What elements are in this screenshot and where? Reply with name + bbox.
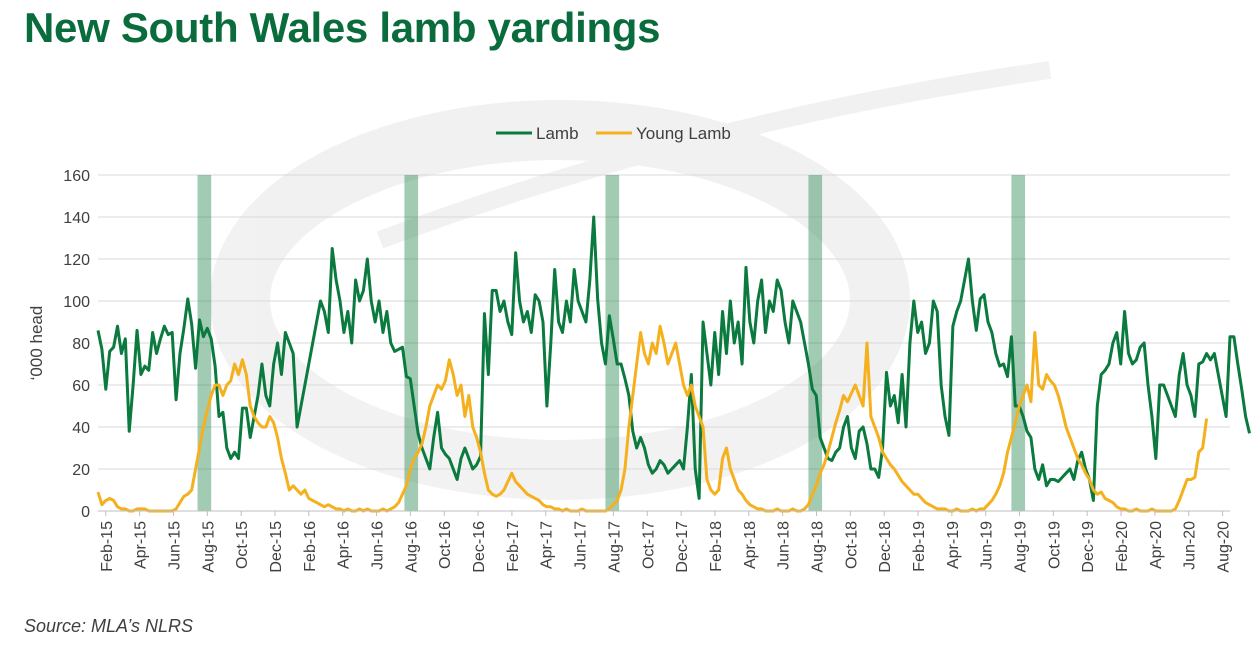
x-tick-label: Feb-15 [99,521,116,572]
x-tick-label: Oct-16 [437,521,454,569]
x-tick-label: Oct-15 [234,521,251,569]
legend-label: Lamb [536,124,579,143]
watermark-logo [210,61,1052,500]
x-tick-label: Apr-17 [539,521,556,569]
y-tick-label: 80 [72,336,90,353]
y-tick-label: 160 [63,168,90,185]
y-tick-label: 20 [72,462,90,479]
x-tick-label: Jun-20 [1182,521,1199,570]
highlight-band [605,175,620,511]
x-tick-label: Aug-16 [403,521,420,573]
highlight-bands [197,175,1026,511]
series-line-young-lamb [96,324,1209,513]
y-tick-label: 100 [63,294,90,311]
x-tick-label: Jun-15 [166,521,183,570]
highlight-band [197,175,212,511]
x-tick-label: Jun-17 [573,521,590,570]
x-tick-label: Jun-16 [370,521,387,570]
x-tick-label: Aug-19 [1013,521,1030,573]
x-tick-label: Dec-18 [877,521,894,573]
series-lines [96,215,1251,513]
y-tick-label: 40 [72,420,90,437]
x-tick-label: Feb-17 [505,521,522,572]
legend-label: Young Lamb [636,124,731,143]
legend: Lamb Young Lamb [496,124,731,143]
series-line-lamb [96,215,1251,502]
chart-title: New South Wales lamb yardings [24,4,661,51]
x-tick-label: Aug-18 [809,521,826,573]
x-tick-label: Oct-19 [1046,521,1063,569]
x-tick-label: Apr-19 [945,521,962,569]
x-tick-label: Jun-19 [979,521,996,570]
x-tick-label: Dec-19 [1080,521,1097,573]
x-tick-label: Oct-17 [640,521,657,569]
x-tick-label: Feb-19 [911,521,928,572]
x-tick-label: Dec-17 [674,521,691,573]
x-tick-label: Apr-20 [1148,521,1165,569]
y-tick-label: 0 [81,504,90,521]
y-tick-label: 120 [63,252,90,269]
x-tick-label: Apr-15 [133,521,150,569]
x-tick-label: Dec-16 [471,521,488,573]
x-tick-label: Feb-18 [708,521,725,572]
x-tick-label: Oct-18 [843,521,860,569]
x-tick-label: Feb-20 [1114,521,1131,572]
x-tick-label: Apr-16 [336,521,353,569]
y-axis-label: ‘000 head [27,306,46,381]
x-tick-label: Aug-20 [1216,521,1233,573]
x-tick-label: Dec-15 [268,521,285,573]
x-tick-label: Jun-18 [776,521,793,570]
x-tick-label: Aug-15 [200,521,217,573]
highlight-band [1011,175,1026,511]
highlight-band [808,175,823,511]
x-axis: Feb-15 Apr-15 Jun-15 Aug-15 Oct-15 Dec-15 Feb-… [98,510,1233,573]
highlight-band [404,175,419,511]
y-axis: 0 20 40 60 80 100 120 140 160 [63,168,90,521]
source-note: Source: MLA’s NLRS [24,616,194,636]
x-tick-label: Apr-18 [742,521,759,569]
x-tick-label: Aug-17 [606,521,623,573]
x-tick-label: Feb-16 [302,521,319,572]
y-tick-label: 60 [72,378,90,395]
y-tick-label: 140 [63,210,90,227]
